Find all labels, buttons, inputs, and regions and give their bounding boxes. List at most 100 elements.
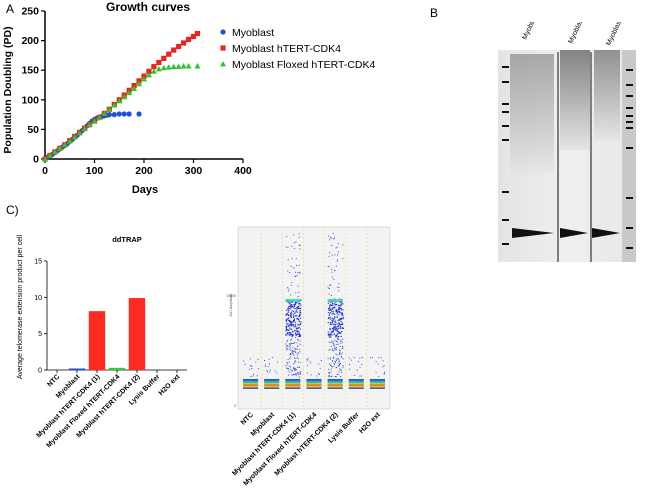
droplet-plot-area: [237, 226, 391, 410]
droplet-ytick-high: 10000: [226, 294, 236, 298]
growth-point-series-3: [170, 63, 177, 70]
growth-x-tick-label: 200: [135, 165, 153, 177]
ddtrap-axes: 0 5 10 15: [34, 259, 187, 375]
gel-ladder-lane: [622, 50, 636, 262]
growth-point-series-3: [185, 63, 192, 69]
growth-point-series-2: [161, 55, 167, 61]
growth-point-series-3: [42, 156, 48, 162]
droplet-sparse-scatter: [264, 356, 278, 374]
legend-marker-series-1: [220, 29, 226, 35]
ddtrap-bar: [68, 368, 86, 370]
growth-point-series-1: [136, 111, 142, 117]
growth-point-series-3: [131, 85, 138, 91]
growth-point-series-2: [156, 59, 162, 66]
growth-point-series-1: [116, 111, 122, 117]
ddtrap-y-tick-label: 0: [38, 368, 42, 375]
growth-point-series-3: [155, 66, 162, 72]
growth-point-series-1: [121, 111, 127, 117]
growth-x-tick-label: 400: [234, 165, 252, 177]
growth-point-series-3: [56, 145, 63, 151]
growth-point-series-3: [175, 63, 182, 70]
ddtrap-y-tick-label: 10: [34, 295, 42, 302]
gel-image: Myoblast Myoblast CDK4-Floxed hTERT Myob…: [498, 22, 638, 262]
growth-x-tick-label: 300: [185, 165, 203, 177]
droplet-ytick-low: 0: [234, 404, 236, 408]
droplet-cluster-peak: [327, 299, 343, 302]
growth-point-series-3: [121, 93, 128, 100]
droplet-positive-cluster: [327, 298, 344, 338]
growth-point-series-3: [81, 125, 88, 132]
legend-label-series-3: Myoblast Floxed hTERT-CDK4: [232, 59, 376, 71]
droplet-baseline-band: [306, 379, 322, 389]
growth-data-marks: [42, 30, 201, 162]
growth-point-series-3: [145, 71, 152, 78]
legend-marker-series-2: [220, 45, 226, 51]
droplet-sparse-scatter: [243, 358, 259, 378]
growth-point-series-3: [51, 148, 58, 155]
droplet-high-scatter: [327, 232, 344, 296]
droplet-cluster-peak: [285, 299, 301, 302]
droplet-baseline-band: [369, 379, 385, 389]
growth-legend: Myoblast Myoblast hTERT-CDK4 Myoblast Flox…: [220, 27, 376, 71]
growth-point-series-3: [71, 134, 78, 140]
growth-y-tick-label: 0: [33, 154, 39, 166]
ddtrap-x-tick-label: NTC: [46, 373, 61, 388]
droplet-sparse-scatter: [370, 356, 385, 378]
panel-label-a: A: [6, 2, 15, 16]
ddtrap-bar-chart: ddTRAP Average telomerase extension prod…: [17, 234, 187, 449]
ddtrap-x-tick-label: Myoblast Floxed hTERT-CDK4: [46, 373, 122, 449]
growth-y-axis-label: Population Doubling (PD): [2, 26, 14, 153]
growth-point-series-3: [106, 106, 113, 112]
growth-x-axis-label: Days: [132, 184, 158, 196]
droplet-high-scatter: [285, 233, 301, 298]
growth-y-tick-label: 100: [21, 94, 39, 106]
growth-chart-title: Growth curves: [106, 0, 190, 14]
droplet-well-label: H2O ext: [358, 411, 382, 435]
gel-arrow-2: [560, 228, 588, 238]
growth-point-series-2: [181, 40, 187, 46]
panel-label-c: C): [6, 203, 19, 217]
droplet-baseline-band: [327, 379, 343, 389]
ddtrap-y-axis-label: Average telomerase extension product per…: [17, 234, 24, 379]
gel-smear-myoblast: [510, 54, 554, 174]
legend-label-series-1: Myoblast: [232, 27, 274, 39]
growth-point-series-2: [190, 33, 197, 40]
growth-point-series-3: [136, 80, 143, 87]
growth-x-tick-label: 0: [42, 165, 48, 177]
growth-point-series-3: [61, 141, 68, 148]
growth-point-series-3: [180, 63, 187, 69]
droplet-sparse-scatter: [306, 357, 322, 377]
droplet-amplitude-plot: Ch1 Amplitude 10000 0 NTCMyoblastMyoblas…: [226, 226, 391, 487]
gel-arrow-1: [512, 228, 554, 238]
growth-point-series-3: [96, 114, 103, 120]
growth-y-tick-label: 150: [21, 65, 39, 77]
growth-point-series-3: [141, 76, 147, 82]
growth-point-series-3: [66, 138, 73, 144]
growth-point-series-3: [76, 129, 83, 136]
growth-point-series-3: [165, 64, 172, 70]
droplet-intermediate-scatter: [285, 337, 301, 378]
growth-point-series-3: [46, 152, 53, 158]
growth-axes: 0 100 200 300 400 0 50 100 150 200 250: [21, 6, 251, 178]
growth-point-series-2: [176, 43, 182, 50]
gel-smear-lane2: [560, 50, 590, 150]
growth-point-series-1: [106, 112, 112, 118]
droplet-intermediate-scatter: [327, 336, 344, 378]
ddtrap-chart-title: ddTRAP: [112, 235, 142, 244]
growth-curves-chart: Growth curves Population Doubling (PD) D…: [2, 0, 376, 196]
growth-x-tick-label: 100: [86, 165, 104, 177]
growth-point-series-2: [151, 64, 157, 70]
ddtrap-bar: [128, 298, 146, 370]
droplet-positive-cluster: [285, 299, 302, 338]
droplet-sparse-scatter: [348, 356, 363, 377]
gel-lane-label-3: Myoblast hTERT-CDK4: [605, 22, 638, 47]
growth-point-series-3: [86, 121, 93, 128]
growth-y-tick-label: 250: [21, 6, 39, 18]
droplet-well-label: NTC: [240, 411, 255, 426]
growth-point-series-3: [194, 63, 201, 69]
gel-lane-label-1: Myoblast: [521, 22, 539, 41]
growth-point-series-3: [91, 118, 98, 124]
legend-label-series-2: Myoblast hTERT-CDK4: [232, 43, 341, 55]
growth-point-series-1: [126, 111, 132, 117]
